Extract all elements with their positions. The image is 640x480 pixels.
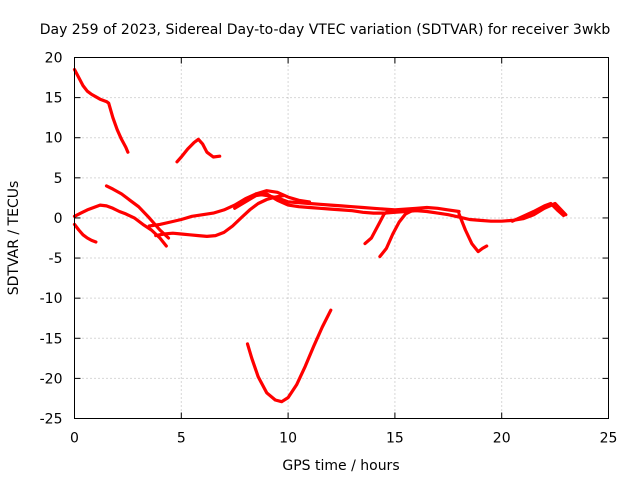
y-tick-label: 10 xyxy=(45,131,63,147)
data-series-arc-b xyxy=(175,137,222,164)
data-series-arc-n xyxy=(510,201,566,223)
chart-title: Day 259 of 2023, Sidereal Day-to-day VTE… xyxy=(40,22,611,38)
x-axis-label: GPS time / hours xyxy=(282,458,399,474)
y-tick-label: 5 xyxy=(54,171,63,187)
y-tick-label: 0 xyxy=(54,211,63,227)
x-tick-label: 5 xyxy=(177,431,186,447)
y-tick-label: -15 xyxy=(40,331,63,347)
x-tick-label: 25 xyxy=(600,431,618,447)
traces-layer xyxy=(72,67,568,404)
data-series-arc-f xyxy=(104,184,171,240)
y-tick-label: -5 xyxy=(49,251,63,267)
ticks-layer xyxy=(74,57,609,419)
data-series-arc-g xyxy=(154,193,286,238)
x-tick-label: 10 xyxy=(279,431,297,447)
y-axis-label: SDTVAR / TECUs xyxy=(6,181,22,296)
y-tick-label: -25 xyxy=(40,412,63,428)
y-tick-label: 15 xyxy=(45,91,63,107)
data-series-arc-k xyxy=(363,208,393,246)
data-series-arc-h xyxy=(147,189,312,228)
data-series-arc-l xyxy=(378,208,420,259)
tick-labels-layer: 0 5 10 15 20 25 20 15 10 5 0 -5 -10 -15 -20 -25 xyxy=(40,51,618,447)
data-series-arc-j xyxy=(233,192,568,223)
y-tick-label: -10 xyxy=(40,291,63,307)
data-series-arc-c xyxy=(245,308,333,404)
data-series-arc-d xyxy=(72,222,98,244)
data-series-arc-a xyxy=(72,67,130,154)
y-tick-label: 20 xyxy=(45,51,63,67)
data-series-arc-i xyxy=(254,192,461,214)
data-series-arc-e xyxy=(72,203,168,248)
x-tick-label: 0 xyxy=(70,431,79,447)
plot-frame xyxy=(74,57,609,419)
data-series-arc-m xyxy=(457,212,489,254)
x-tick-label: 15 xyxy=(386,431,404,447)
y-tick-label: -20 xyxy=(40,371,63,387)
x-tick-label: 20 xyxy=(493,431,511,447)
